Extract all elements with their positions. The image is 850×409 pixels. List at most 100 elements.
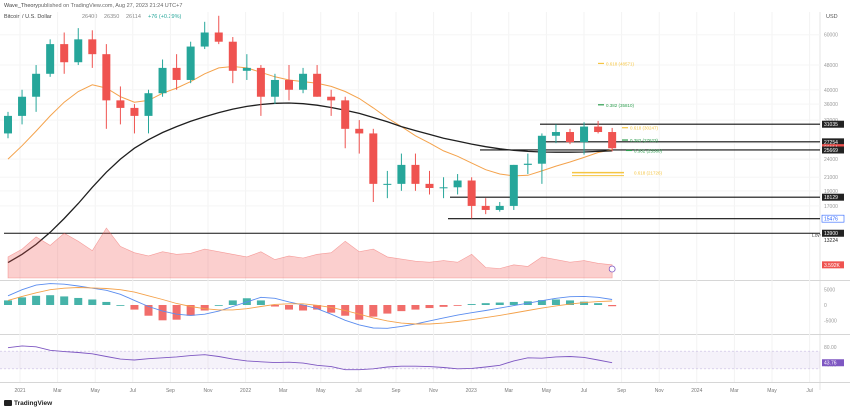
candle-body[interactable] — [425, 183, 434, 188]
macd-histogram-bar — [453, 305, 462, 306]
macd-histogram-bar — [228, 300, 237, 305]
x-tick-label: Jul — [806, 388, 812, 394]
event-flag-icon[interactable] — [608, 265, 616, 273]
candle-body[interactable] — [551, 132, 560, 136]
macd-histogram-bar — [299, 305, 308, 311]
candle-body[interactable] — [594, 126, 603, 133]
symbol-title[interactable]: Bitcoin / U.S. Dollar — [4, 14, 52, 20]
candle-body[interactable] — [46, 44, 55, 74]
candle-body[interactable] — [369, 133, 378, 184]
macd-histogram-bar — [551, 299, 560, 305]
candle-body[interactable] — [60, 44, 69, 63]
x-tick-label: Mar — [730, 388, 739, 394]
candle-body[interactable] — [566, 132, 574, 143]
publisher-name[interactable]: Wave_Theory — [4, 3, 38, 9]
published-line: published on TradingView.com, Aug 27, 20… — [38, 3, 182, 9]
macd-histogram-bar — [270, 305, 279, 307]
x-tick-label: Sep — [617, 388, 626, 394]
candle-body[interactable] — [439, 187, 448, 189]
candle-body[interactable] — [481, 205, 490, 210]
candle-body[interactable] — [580, 126, 589, 143]
candle-body[interactable] — [158, 67, 167, 94]
price-label: 31035 — [824, 122, 838, 128]
macd-histogram-bar — [580, 301, 589, 305]
volume-value-box — [822, 261, 844, 269]
price-label: 25669 — [824, 148, 838, 154]
x-tick-label: Sep — [166, 388, 175, 394]
candle-body[interactable] — [341, 100, 350, 129]
candle-body[interactable] — [313, 73, 322, 97]
candle-body[interactable] — [355, 128, 364, 134]
y-tick-label: 21000 — [824, 175, 838, 181]
candle-body[interactable] — [256, 67, 265, 97]
macd-histogram-bar — [495, 302, 504, 305]
macd-histogram-bar — [32, 295, 41, 305]
candle-body[interactable] — [285, 79, 293, 90]
fib-label: 0.618 (30247) — [630, 126, 659, 131]
x-tick-label: 2021 — [14, 388, 25, 394]
candle-body[interactable] — [523, 163, 532, 165]
candle-body[interactable] — [130, 107, 139, 116]
ohlc-close: 26114 — [126, 14, 141, 20]
candle-body[interactable] — [74, 39, 83, 63]
ohlc-change: +76 (+0.29%) — [148, 14, 181, 20]
candle-body[interactable] — [242, 67, 251, 71]
y-tick-label: 48000 — [824, 63, 838, 69]
candle-body[interactable] — [228, 41, 237, 71]
candle-body[interactable] — [18, 96, 27, 116]
macd-histogram-bar — [481, 303, 490, 305]
y-tick-label: 24000 — [824, 157, 838, 163]
x-tick-label: Sep — [392, 388, 401, 394]
macd-histogram-bar — [144, 305, 153, 316]
candle-body[interactable] — [32, 73, 41, 97]
macd-histogram-bar — [327, 305, 336, 313]
x-tick-label: Mar — [279, 388, 288, 394]
volume-area — [7, 227, 613, 279]
rsi-value-box — [822, 359, 844, 367]
price-label: 13900 — [824, 231, 838, 237]
macd-histogram-bar — [537, 300, 546, 305]
candle-body[interactable] — [200, 32, 209, 47]
candle-body[interactable] — [102, 54, 111, 101]
candle-body[interactable] — [186, 46, 195, 80]
candle-body[interactable] — [327, 96, 336, 101]
price-label-box — [821, 214, 845, 223]
candle-body[interactable] — [144, 93, 153, 116]
candle-body[interactable] — [116, 100, 125, 108]
macd-signal-line — [7, 287, 613, 325]
macd-histogram-bar — [130, 305, 139, 310]
candle-body[interactable] — [467, 180, 476, 206]
candle-body[interactable] — [411, 164, 420, 184]
tradingview-logo-icon — [4, 400, 12, 406]
macd-histogram-bar — [200, 305, 209, 311]
price-label: 15476 — [824, 217, 838, 223]
fib-label: 0.382 (35810) — [606, 103, 635, 108]
candle-body[interactable] — [299, 73, 308, 90]
candle-body[interactable] — [608, 132, 617, 149]
macd-histogram-bar — [509, 301, 518, 305]
tradingview-logo-text[interactable]: TradingView — [14, 400, 53, 407]
candle-body[interactable] — [4, 115, 12, 134]
macd-histogram-bar — [46, 295, 55, 305]
macd-line — [7, 283, 613, 329]
candle-body[interactable] — [509, 164, 518, 206]
macd-histogram-bar — [411, 305, 420, 310]
x-tick-label: Jul — [581, 388, 587, 394]
price-label-box — [822, 120, 844, 128]
x-tick-label: Nov — [655, 388, 664, 394]
candle-body[interactable] — [383, 183, 392, 185]
candle-body[interactable] — [397, 164, 406, 184]
candle-body[interactable] — [453, 180, 462, 188]
candle-body[interactable] — [537, 135, 546, 164]
price-label: 18129 — [824, 195, 838, 201]
y-tick-label: 36000 — [824, 102, 838, 108]
candle-body[interactable] — [495, 205, 504, 210]
candle-body[interactable] — [88, 39, 97, 55]
candle-body[interactable] — [172, 67, 181, 80]
macd-histogram-bar — [285, 305, 293, 310]
candle-body[interactable] — [214, 32, 223, 42]
candle-body[interactable] — [270, 79, 279, 97]
rsi-band — [0, 351, 820, 369]
